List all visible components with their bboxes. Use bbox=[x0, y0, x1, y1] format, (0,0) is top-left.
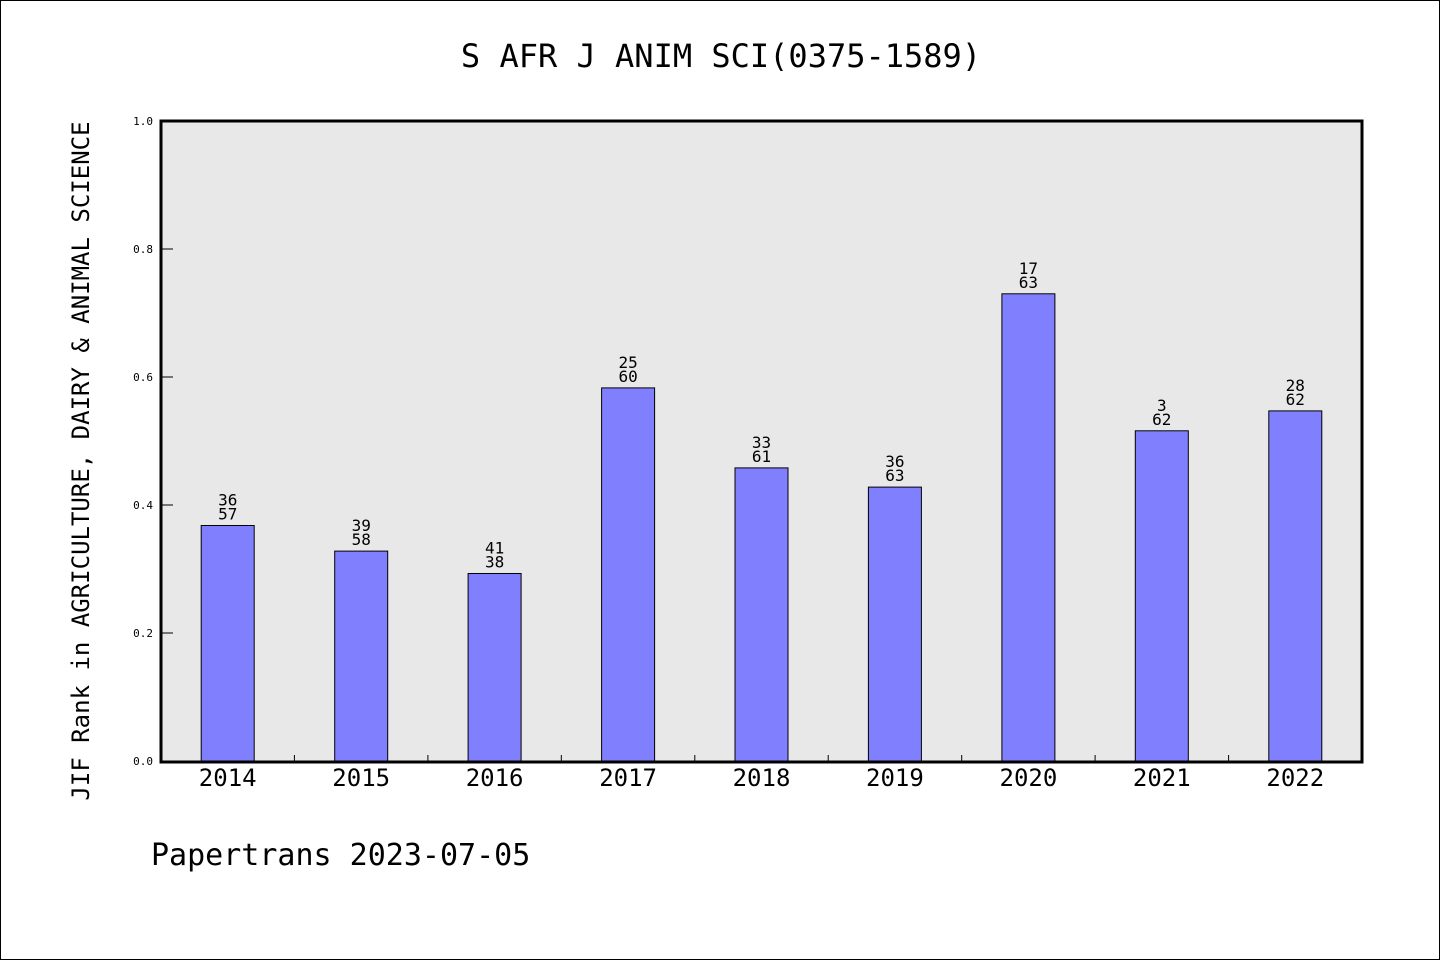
bar-2021 bbox=[1134, 430, 1189, 762]
x-tick-label-2017: 2017 bbox=[599, 764, 657, 792]
bar-2016 bbox=[467, 573, 522, 762]
bar-2022 bbox=[1268, 410, 1323, 762]
bar-label-rank-2018: 33 bbox=[752, 433, 771, 452]
plot-border bbox=[159, 119, 1364, 764]
y-tick-label-0.8: 0.8 bbox=[133, 243, 153, 256]
bar-label-rank-2014: 36 bbox=[218, 491, 237, 510]
bar-2020 bbox=[1001, 293, 1056, 762]
x-tick-label-2015: 2015 bbox=[332, 764, 390, 792]
bar-label-rank-2022: 28 bbox=[1286, 376, 1305, 395]
bar-2019 bbox=[867, 486, 922, 762]
y-tick-label-0.0: 0.0 bbox=[133, 755, 153, 768]
y-ticks-group: 0.0 0.2 0.4 0.6 0.8 1.0 bbox=[133, 115, 173, 768]
x-tick-label-2019: 2019 bbox=[866, 764, 924, 792]
bar-label-rank-2019: 36 bbox=[885, 452, 904, 471]
bar-2014 bbox=[200, 525, 255, 762]
bar-label-rank-2015: 39 bbox=[352, 516, 371, 535]
x-tick-label-2022: 2022 bbox=[1266, 764, 1324, 792]
x-tick-label-2020: 2020 bbox=[1000, 764, 1058, 792]
bar-label-total-2021: 62 bbox=[1152, 410, 1171, 429]
bar-label-total-2022: 62 bbox=[1286, 390, 1305, 409]
bar-label-rank-2017: 25 bbox=[618, 353, 637, 372]
bar-label-rank-2021: 3 bbox=[1157, 396, 1167, 415]
y-tick-label-0.2: 0.2 bbox=[133, 627, 153, 640]
y-tick-label-0.4: 0.4 bbox=[133, 499, 153, 512]
y-tick-label-1.0: 1.0 bbox=[133, 115, 153, 128]
y-axis-label: JIF Rank in AGRICULTURE, DAIRY & ANIMAL … bbox=[67, 121, 95, 800]
x-ticks-group: 2014 2015 2016 2017 2018 2019 2020 2021 2022 bbox=[199, 755, 1324, 792]
bar-label-rank-2020: 17 bbox=[1019, 259, 1038, 278]
x-tick-label-2021: 2021 bbox=[1133, 764, 1191, 792]
bar-label-total-2017: 60 bbox=[618, 367, 637, 386]
y-tick-label-0.6: 0.6 bbox=[133, 371, 153, 384]
bar-label-rank-2016: 41 bbox=[485, 539, 504, 558]
bar-label-total-2015: 58 bbox=[352, 530, 371, 549]
bar-label-total-2014: 57 bbox=[218, 505, 237, 524]
x-tick-label-2018: 2018 bbox=[733, 764, 791, 792]
bar-label-total-2019: 63 bbox=[885, 466, 904, 485]
bar-2018 bbox=[734, 467, 789, 762]
bar-2015 bbox=[334, 550, 389, 762]
bar-2017 bbox=[601, 387, 656, 762]
bar-label-total-2018: 61 bbox=[752, 447, 771, 466]
footer-text: Papertrans 2023-07-05 bbox=[151, 838, 530, 873]
x-tick-label-2016: 2016 bbox=[466, 764, 524, 792]
bar-label-total-2016: 38 bbox=[485, 553, 504, 572]
chart-title: S AFR J ANIM SCI(0375-1589) bbox=[461, 37, 981, 75]
bar-label-total-2020: 63 bbox=[1019, 273, 1038, 292]
x-tick-label-2014: 2014 bbox=[199, 764, 257, 792]
